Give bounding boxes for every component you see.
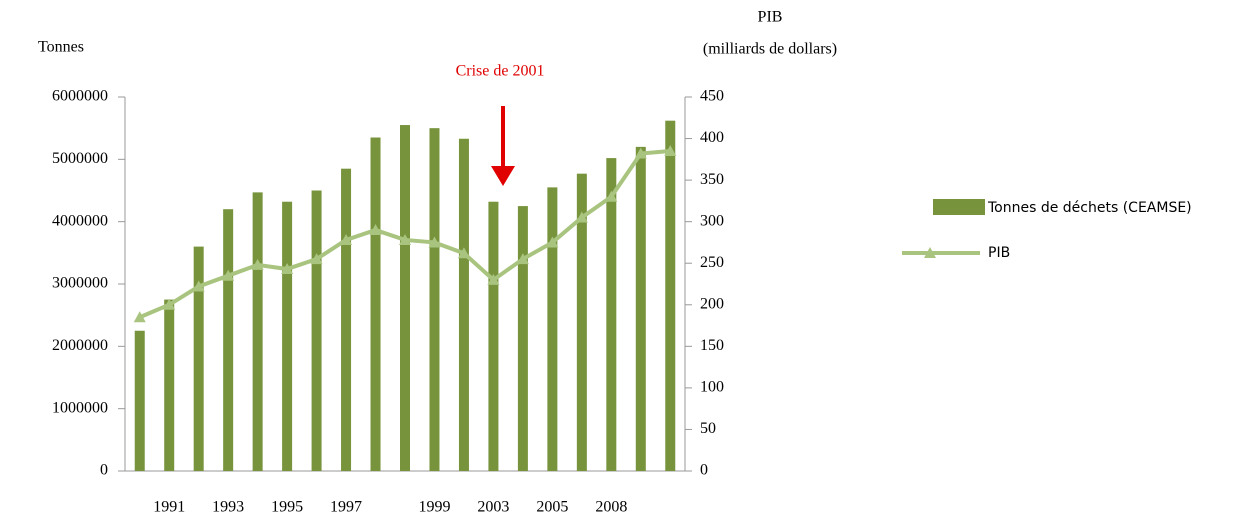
marker: [222, 269, 235, 281]
marker: [133, 311, 146, 323]
bar: [665, 120, 676, 471]
marker: [340, 233, 353, 245]
y-tick-label: 3000000: [52, 275, 108, 292]
y2-tick-label: 50: [700, 420, 716, 437]
marker: [251, 258, 264, 270]
bar: [576, 173, 587, 472]
y2-tick-label: 250: [700, 254, 724, 271]
marker: [399, 233, 411, 245]
bar: [193, 246, 204, 471]
x-tick-label: 1999: [418, 499, 450, 516]
marker: [192, 280, 205, 292]
marker: [428, 236, 441, 248]
marker: [487, 273, 500, 285]
bar: [458, 138, 469, 471]
legend-label: PIB: [988, 245, 1010, 261]
y-tick-label: 6000000: [52, 88, 108, 105]
y2-tick-label: 150: [700, 337, 724, 354]
bar: [488, 201, 499, 471]
y-tick-label: 2000000: [52, 337, 108, 354]
bar: [517, 206, 528, 472]
bar: [311, 190, 322, 471]
x-tick-label: 2003: [477, 499, 509, 516]
x-tick-label: 1993: [212, 499, 244, 516]
bar: [429, 128, 440, 471]
y2-tick-label: 200: [700, 295, 724, 312]
bar: [134, 330, 145, 471]
marker: [546, 236, 559, 248]
marker: [281, 263, 294, 275]
y-tick-label: 4000000: [52, 212, 108, 229]
legend-label: Tonnes de déchets (CEAMSE): [987, 200, 1192, 216]
marker: [634, 147, 647, 159]
x-tick-label: 1997: [330, 499, 362, 516]
annotation-arrow: [491, 106, 515, 186]
bar: [370, 137, 381, 471]
bar: [547, 187, 558, 471]
legend-swatch: [924, 247, 936, 258]
y-axis-title: Tonnes: [38, 39, 84, 56]
bar: [223, 209, 234, 471]
annotation: Crise de 2001: [456, 63, 545, 80]
y2-tick-label: 0: [700, 462, 708, 479]
marker: [163, 298, 176, 310]
marker: [605, 190, 618, 202]
marker: [369, 223, 382, 235]
y2-tick-label: 350: [700, 171, 724, 188]
bar: [606, 158, 617, 471]
x-tick-label: 2008: [595, 499, 627, 516]
x-tick-label: 1991: [153, 499, 185, 516]
x-tick-label: 2005: [536, 499, 568, 516]
marker: [310, 253, 323, 265]
y-tick-label: 0: [100, 462, 108, 479]
y2-tick-label: 300: [700, 212, 724, 229]
bar: [341, 168, 352, 471]
bar: [252, 192, 263, 471]
bar: [635, 146, 646, 471]
marker: [664, 145, 677, 157]
legend-swatch: [933, 199, 985, 215]
y2-tick-label: 100: [700, 379, 724, 396]
bar: [164, 299, 175, 471]
y2-tick-label: 450: [700, 88, 724, 105]
y-tick-label: 5000000: [52, 150, 108, 167]
x-tick-label: 1995: [271, 499, 303, 516]
marker: [516, 253, 529, 265]
bar: [282, 201, 293, 471]
y2-axis-title: (milliards de dollars): [703, 41, 837, 58]
bar: [400, 125, 410, 472]
y2-axis-title: PIB: [758, 9, 783, 26]
marker: [575, 211, 588, 223]
y-tick-label: 1000000: [52, 399, 108, 416]
y2-tick-label: 400: [700, 129, 724, 146]
marker: [457, 247, 470, 259]
